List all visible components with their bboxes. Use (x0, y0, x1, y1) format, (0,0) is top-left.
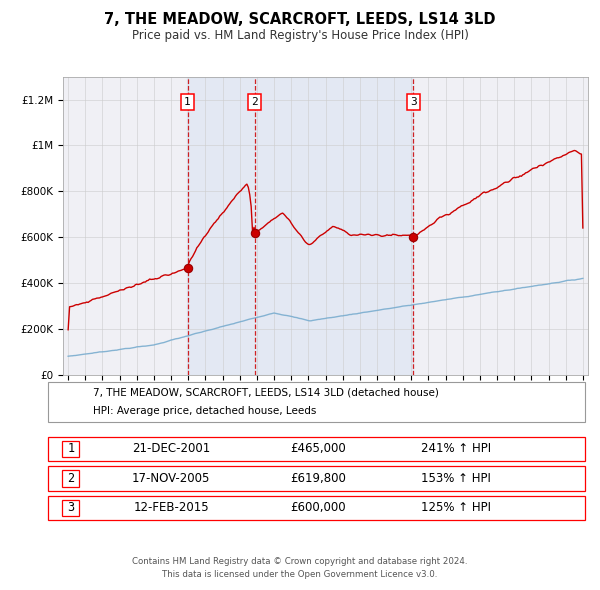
Text: 1: 1 (67, 442, 74, 455)
Text: 2: 2 (67, 472, 74, 485)
Text: 3: 3 (67, 502, 74, 514)
Text: £619,800: £619,800 (290, 472, 346, 485)
Text: 241% ↑ HPI: 241% ↑ HPI (421, 442, 491, 455)
Text: £600,000: £600,000 (290, 502, 346, 514)
Text: 153% ↑ HPI: 153% ↑ HPI (421, 472, 491, 485)
Text: £465,000: £465,000 (290, 442, 346, 455)
Text: Price paid vs. HM Land Registry's House Price Index (HPI): Price paid vs. HM Land Registry's House … (131, 30, 469, 42)
Text: 17-NOV-2005: 17-NOV-2005 (132, 472, 210, 485)
Bar (187, 77, 413, 375)
Text: 21-DEC-2001: 21-DEC-2001 (132, 442, 210, 455)
Text: 7, THE MEADOW, SCARCROFT, LEEDS, LS14 3LD: 7, THE MEADOW, SCARCROFT, LEEDS, LS14 3L… (104, 12, 496, 27)
Text: 12-FEB-2015: 12-FEB-2015 (133, 502, 209, 514)
Text: This data is licensed under the Open Government Licence v3.0.: This data is licensed under the Open Gov… (163, 571, 437, 579)
Text: Contains HM Land Registry data © Crown copyright and database right 2024.: Contains HM Land Registry data © Crown c… (132, 558, 468, 566)
Text: 1: 1 (184, 97, 191, 107)
Text: 7, THE MEADOW, SCARCROFT, LEEDS, LS14 3LD (detached house): 7, THE MEADOW, SCARCROFT, LEEDS, LS14 3L… (93, 388, 439, 398)
Text: 125% ↑ HPI: 125% ↑ HPI (421, 502, 491, 514)
Text: HPI: Average price, detached house, Leeds: HPI: Average price, detached house, Leed… (93, 405, 316, 415)
Text: 2: 2 (251, 97, 258, 107)
Text: 3: 3 (410, 97, 417, 107)
